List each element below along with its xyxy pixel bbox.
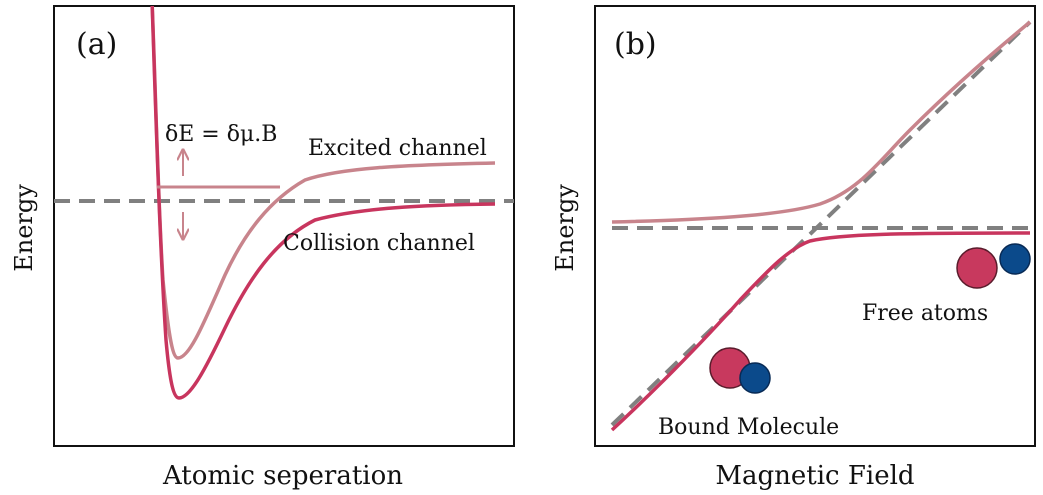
bound-molecule-label: Bound Molecule: [658, 415, 839, 440]
panel-a-x-axis-label: Atomic seperation: [162, 461, 403, 491]
free-atom-red: [956, 247, 998, 289]
free-atom-blue: [999, 243, 1031, 275]
panel-a: (a) δE = δμ.B Excited channel Collision …: [10, 5, 515, 491]
panel-a-y-axis-label: Energy: [10, 184, 38, 272]
panel-a-frame: [53, 5, 515, 447]
panel-b-frame: [594, 5, 1036, 447]
molecule-atom-blue: [739, 362, 771, 394]
panel-a-tag: (a): [76, 27, 117, 62]
collision-channel-curve: [150, 6, 496, 400]
free-atoms-label: Free atoms: [862, 301, 988, 326]
molecule-diabatic-dashed: [610, 20, 1032, 427]
excited-channel-curve: [150, 6, 496, 360]
panel-b-x-axis-label: Magnetic Field: [715, 461, 914, 491]
lower-adiabatic-curve: [610, 231, 1031, 432]
collision-channel-label: Collision channel: [283, 231, 475, 256]
panel-b-tag: (b): [614, 27, 657, 62]
delta-energy-label: δE = δμ.B: [165, 122, 277, 147]
panel-b: (b) Free atoms Bound Molecule Energy Mag…: [551, 5, 1036, 491]
panel-b-y-axis-label: Energy: [551, 184, 579, 272]
excited-channel-label: Excited channel: [308, 136, 487, 161]
upper-adiabatic-curve: [611, 20, 1032, 224]
